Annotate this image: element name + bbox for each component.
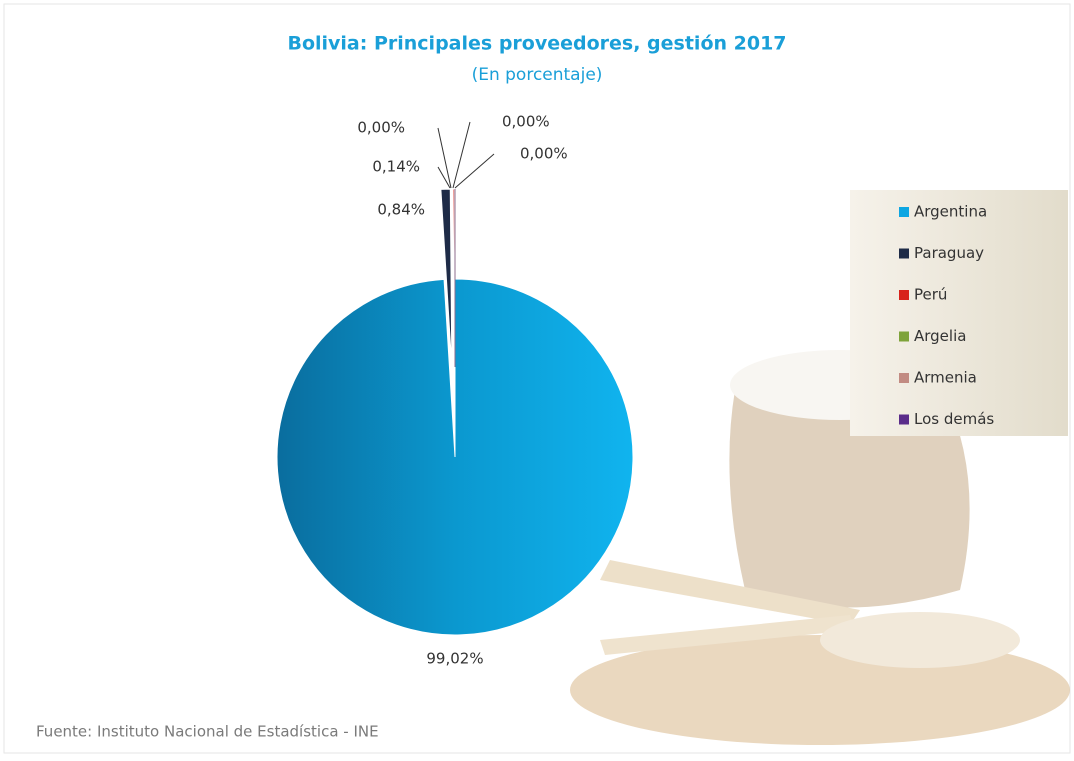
pie-slice [452,188,456,368]
data-label: 99,02% [426,650,483,668]
leader-line [454,153,495,189]
legend-swatch [899,331,909,342]
legend-swatch [899,414,909,425]
frame [3,3,1071,754]
legend-label: Paraguay [914,244,984,262]
data-label: 0,00% [357,119,405,137]
decor-flour [570,350,1070,745]
legend-swatch [899,248,909,259]
legend-label: Argelia [914,327,966,345]
legend-label: Armenia [914,369,977,387]
data-label: 0,84% [377,201,425,219]
data-label: 0,00% [502,113,550,131]
legend-swatch [899,373,909,383]
pie-slice [276,278,634,636]
leader-line [452,121,471,189]
legend-label: Perú [914,286,947,304]
leader-line [437,127,452,189]
legend-swatch [899,290,909,300]
legend-box [850,190,1068,436]
legend-label: Los demás [914,410,994,428]
chart-subtitle: (En porcentaje) [472,65,603,85]
pie-slice [440,188,453,368]
data-label: 0,00% [520,145,568,163]
legend-swatch [899,207,909,217]
chart-title: Bolivia: Principales proveedores, gestió… [287,33,786,55]
legend-label: Argentina [914,203,987,221]
data-label: 0,14% [372,158,420,176]
source-note: Fuente: Instituto Nacional de Estadístic… [36,723,379,741]
leader-line [437,166,451,189]
